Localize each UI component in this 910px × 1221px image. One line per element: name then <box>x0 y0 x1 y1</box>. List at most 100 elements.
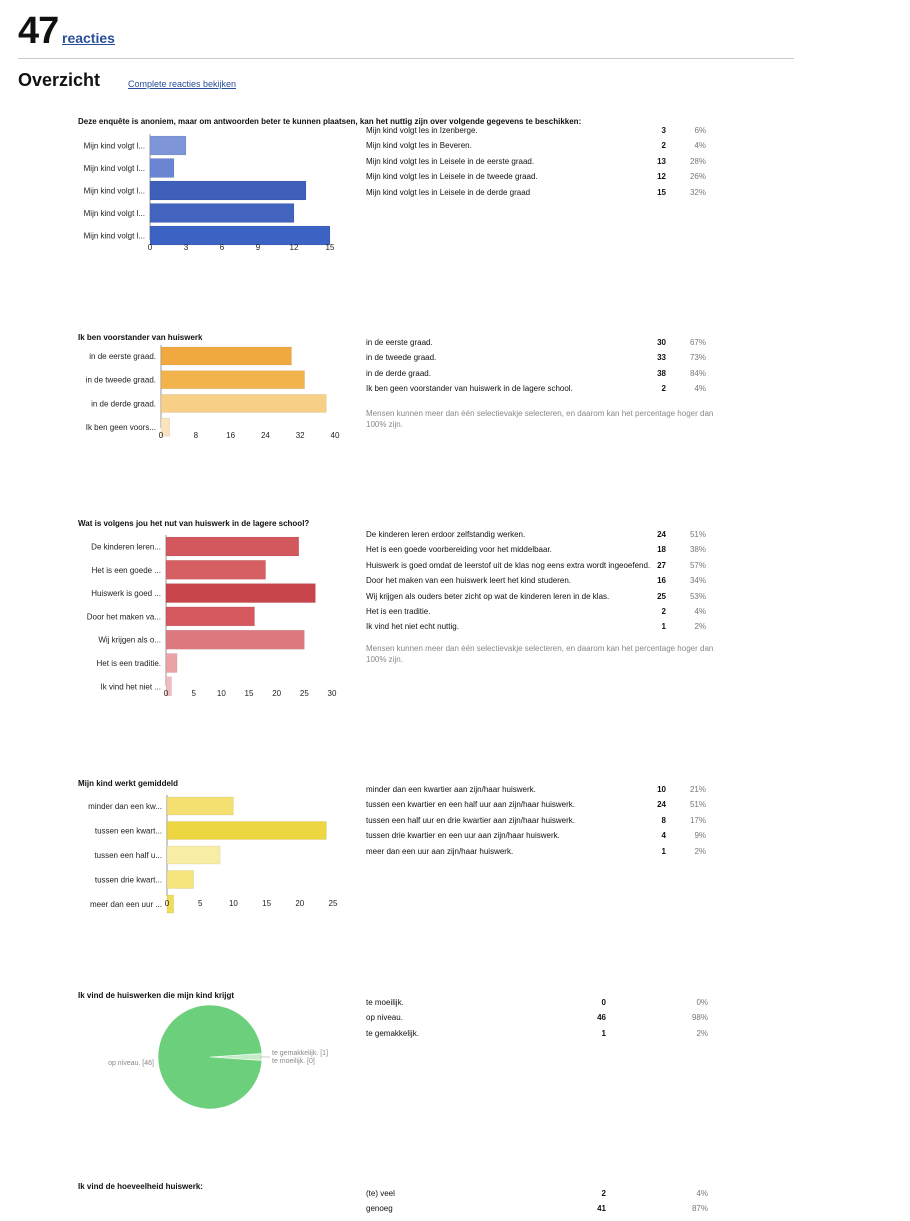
result-label: in de tweede graad. <box>366 353 437 363</box>
bar <box>166 870 194 889</box>
question-title: Deze enquête is anoniem, maar om antwoor… <box>78 117 582 126</box>
tick-label: 0 <box>165 899 170 908</box>
result-label: tussen drie kwartier en een uur aan zijn… <box>366 831 560 841</box>
result-label: te moeilijk. <box>366 998 404 1007</box>
category-label: tussen drie kwart... <box>95 876 162 885</box>
result-label: Door het maken van een huiswerk leert he… <box>366 576 572 586</box>
result-percentage: 26% <box>689 172 706 182</box>
tick-label: 0 <box>148 243 153 252</box>
result-label: Ik ben geen voorstander van huiswerk in … <box>366 384 573 394</box>
category-label: Ik vind het niet ... <box>101 682 161 691</box>
category-label: in de eerste graad. <box>89 352 156 361</box>
tick-label: 20 <box>295 899 304 908</box>
tick-label: 20 <box>272 689 281 698</box>
category-label: Mijn kind volgt l... <box>84 187 145 196</box>
tick-label: 25 <box>329 899 338 908</box>
view-all-responses-link[interactable]: Complete reacties bekijken <box>128 79 237 89</box>
result-percentage: 98% <box>691 1013 708 1023</box>
bar <box>165 536 300 557</box>
result-percentage: 4% <box>694 607 706 616</box>
result-count: 3 <box>661 126 666 135</box>
result-percentage: 4% <box>694 141 706 151</box>
result-count: 24 <box>657 530 666 539</box>
bar-chart-q4: minder dan een kw... tussen een kwart... t… <box>88 795 338 914</box>
result-label: Huiswerk is goed omdat de leerstof uit d… <box>366 560 651 570</box>
slice-label: op niveau. [46] <box>108 1060 154 1067</box>
result-percentage: 84% <box>689 368 706 378</box>
slice-label: te moeilijk. [0] <box>272 1058 315 1065</box>
result-percentage: 34% <box>689 576 706 586</box>
result-count: 2 <box>601 1189 606 1198</box>
tick-label: 5 <box>191 689 196 698</box>
tick-label: 15 <box>245 689 254 698</box>
result-percentage: 57% <box>689 560 706 570</box>
tick-label: 5 <box>198 899 203 908</box>
result-percentage: 38% <box>689 545 706 555</box>
result-percentage: 51% <box>689 530 706 539</box>
bar <box>160 417 170 437</box>
bar-chart-q2: in de eerste graad. in de tweede graad. in… <box>86 345 340 440</box>
result-count: 15 <box>657 187 666 197</box>
result-label: Het is een traditie. <box>366 607 431 616</box>
result-percentage: 28% <box>689 156 706 166</box>
result-percentage: 67% <box>689 338 706 347</box>
bar-chart-q1: Mijn kind volgt l... Mijn kind volgt l...… <box>84 134 335 252</box>
result-count: 16 <box>657 576 666 586</box>
bar <box>149 135 187 156</box>
result-label: (te) veel <box>366 1189 395 1198</box>
bar <box>165 583 316 603</box>
result-count: 12 <box>657 172 666 182</box>
category-label: De kinderen leren... <box>91 543 161 552</box>
result-percentage: 21% <box>689 785 706 794</box>
result-count: 1 <box>661 622 666 632</box>
result-label: Mijn kind volgt les in Izenberge. <box>366 126 478 135</box>
bar <box>166 796 234 816</box>
bar <box>149 158 175 178</box>
tick-label: 40 <box>331 431 340 440</box>
tick-label: 24 <box>261 431 270 440</box>
bar <box>166 845 221 865</box>
tick-label: 10 <box>217 689 226 698</box>
bar <box>165 629 305 650</box>
bar <box>165 676 172 697</box>
result-percentage: 32% <box>689 187 706 197</box>
result-count: 10 <box>657 785 666 794</box>
tick-label: 0 <box>159 431 164 440</box>
result-label: De kinderen leren erdoor zelfstandig wer… <box>366 530 526 539</box>
result-count: 38 <box>657 368 666 378</box>
result-count: 1 <box>661 846 666 856</box>
result-percentage: 17% <box>689 815 706 825</box>
category-label: Huiswerk is goed ... <box>91 589 161 598</box>
category-label: Mijn kind volgt l... <box>84 232 145 241</box>
result-percentage: 9% <box>694 831 706 841</box>
category-label: tussen een half u... <box>94 851 162 860</box>
result-count: 2 <box>661 141 666 151</box>
result-percentage: 87% <box>691 1204 708 1214</box>
category-label: Mijn kind volgt l... <box>84 164 145 173</box>
result-count: 18 <box>657 545 666 555</box>
result-count: 0 <box>601 998 606 1007</box>
multi-select-note: Mensen kunnen meer dan één selectievakje… <box>366 644 714 664</box>
tick-label: 15 <box>262 899 271 908</box>
result-percentage: 4% <box>694 384 706 394</box>
tick-label: 25 <box>300 689 309 698</box>
tick-label: 16 <box>226 431 235 440</box>
bar <box>165 653 178 673</box>
question-title: Ik vind de hoeveelheid huiswerk: <box>78 1182 203 1191</box>
result-label: in de derde graad. <box>366 368 431 378</box>
question-title: Mijn kind werkt gemiddeld <box>78 779 179 788</box>
pie-chart-q5: op niveau. [46] te gemakkelijk. [1]te moe… <box>108 1004 328 1110</box>
result-label: Mijn kind volgt les in Beveren. <box>366 141 472 151</box>
result-label: Mijn kind volgt les in Leisele in de der… <box>366 187 531 197</box>
bar <box>166 821 327 840</box>
result-percentage: 53% <box>689 591 706 601</box>
result-count: 1 <box>601 1028 606 1038</box>
bar <box>149 180 307 201</box>
responses-link[interactable]: reacties <box>62 30 115 46</box>
tick-label: 12 <box>290 243 299 252</box>
tick-label: 9 <box>256 243 261 252</box>
result-label: genoeg <box>366 1204 393 1214</box>
result-label: Mijn kind volgt les in Leisele in de twe… <box>366 172 538 182</box>
result-count: 30 <box>657 338 666 347</box>
category-label: Ik ben geen voors... <box>86 423 156 432</box>
